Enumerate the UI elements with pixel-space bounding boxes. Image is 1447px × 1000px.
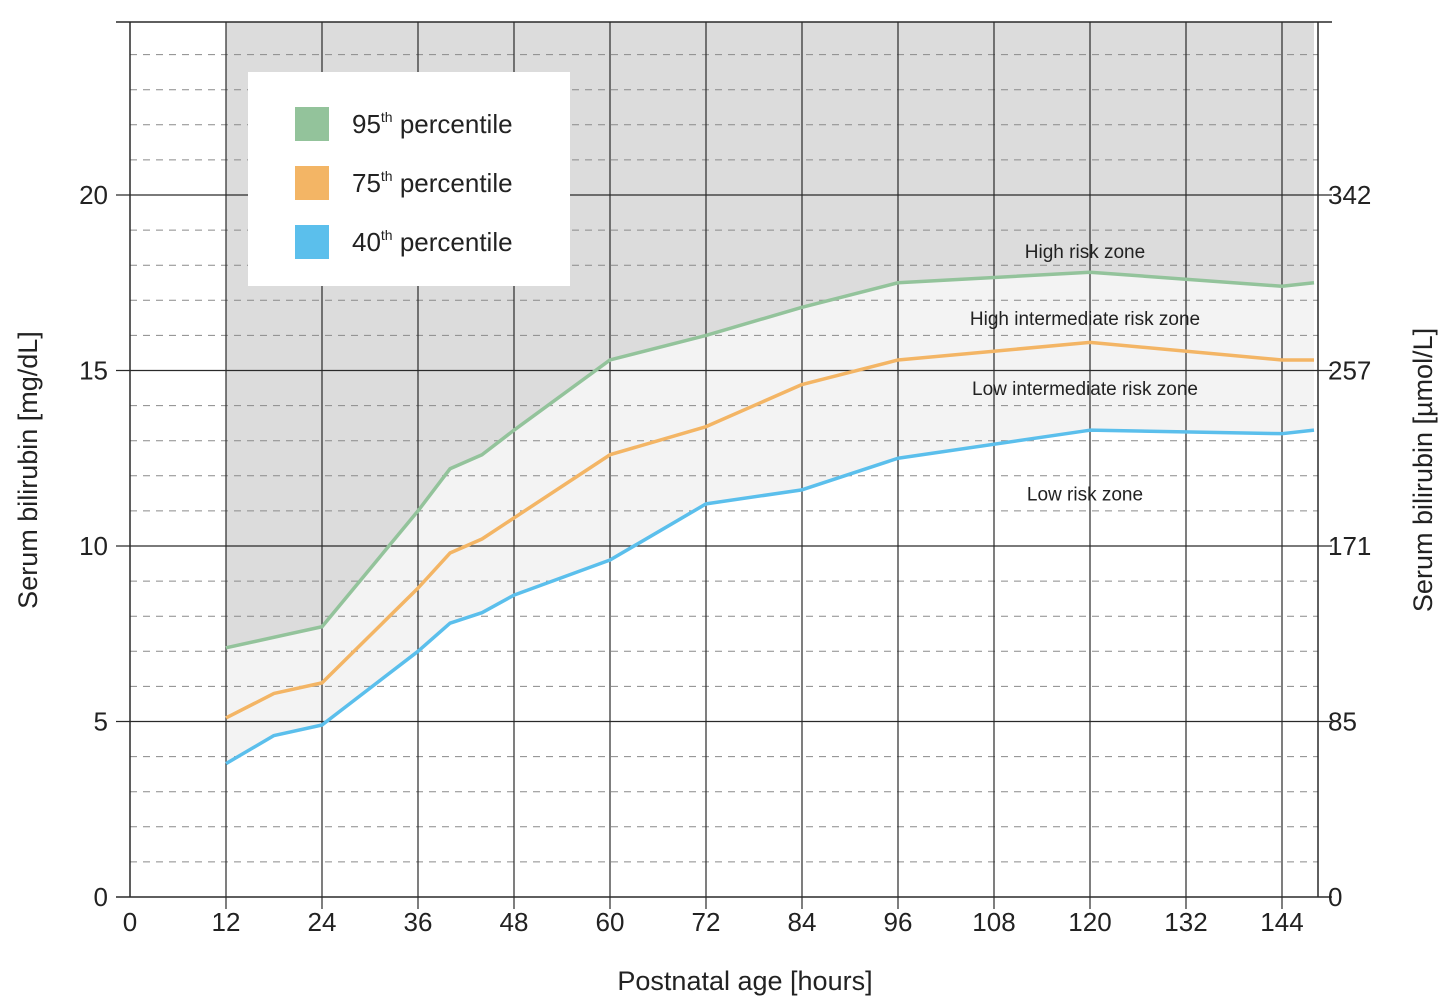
legend-label-40th: 40th percentile: [352, 227, 513, 257]
percentile-lines: [225, 270, 1315, 766]
zone-labels: High risk zone High intermediate risk zon…: [970, 242, 1200, 505]
legend-swatch-40th: [295, 225, 329, 259]
x-tick-label: 48: [500, 907, 529, 937]
y-tick-label-left: 0: [94, 882, 108, 912]
y-tick-label-left: 10: [79, 531, 108, 561]
x-tick-label: 144: [1260, 907, 1303, 937]
series-line-40th: [225, 428, 1315, 766]
y-axis-title-right: Serum bilirubin [µmol/L]: [1408, 328, 1438, 612]
x-tick-label: 60: [596, 907, 625, 937]
y-tick-label-right: 0: [1328, 882, 1342, 912]
x-tick-label: 24: [308, 907, 337, 937]
zone-label: High intermediate risk zone: [970, 309, 1200, 330]
y-tick-label-right: 342: [1328, 180, 1371, 210]
y-tick-label-right: 171: [1328, 531, 1371, 561]
legend: 95th percentile 75th percentile 40th perce…: [248, 72, 570, 286]
y-tick-label-right: 85: [1328, 707, 1357, 737]
legend-label-95th: 95th percentile: [352, 109, 513, 139]
x-tick-label: 96: [884, 907, 913, 937]
y-tick-label-left: 15: [79, 356, 108, 386]
x-axis-title: Postnatal age [hours]: [617, 966, 872, 996]
x-tick-label: 108: [972, 907, 1015, 937]
legend-swatch-95th: [295, 107, 329, 141]
x-tick-label: 120: [1068, 907, 1111, 937]
zone-label: High risk zone: [1025, 242, 1145, 263]
y-axis-title-left: Serum bilirubin [mg/dL]: [13, 331, 43, 609]
zone-label: Low risk zone: [1027, 484, 1143, 505]
y-tick-label-right: 257: [1328, 356, 1371, 386]
y-tick-label-left: 5: [94, 707, 108, 737]
legend-swatch-75th: [295, 166, 329, 200]
plot-frame: [116, 21, 1332, 898]
x-tick-label: 12: [212, 907, 241, 937]
y-tick-label-left: 20: [79, 180, 108, 210]
series-line-95th: [225, 270, 1315, 650]
x-tick-label: 36: [404, 907, 433, 937]
x-tick-label: 72: [692, 907, 721, 937]
series-line-75th: [225, 340, 1314, 720]
legend-label-75th: 75th percentile: [352, 168, 513, 198]
zone-label: Low intermediate risk zone: [972, 379, 1198, 400]
x-tick-label: 0: [123, 907, 137, 937]
intermediate-zone-fill: [226, 272, 1314, 764]
x-tick-label: 84: [788, 907, 817, 937]
x-tick-label: 132: [1164, 907, 1207, 937]
tick-labels: 0 12 24 36 48 60 72 84 96 108 120 132 144 0 5 10 15 20 0 85…: [79, 180, 1371, 937]
